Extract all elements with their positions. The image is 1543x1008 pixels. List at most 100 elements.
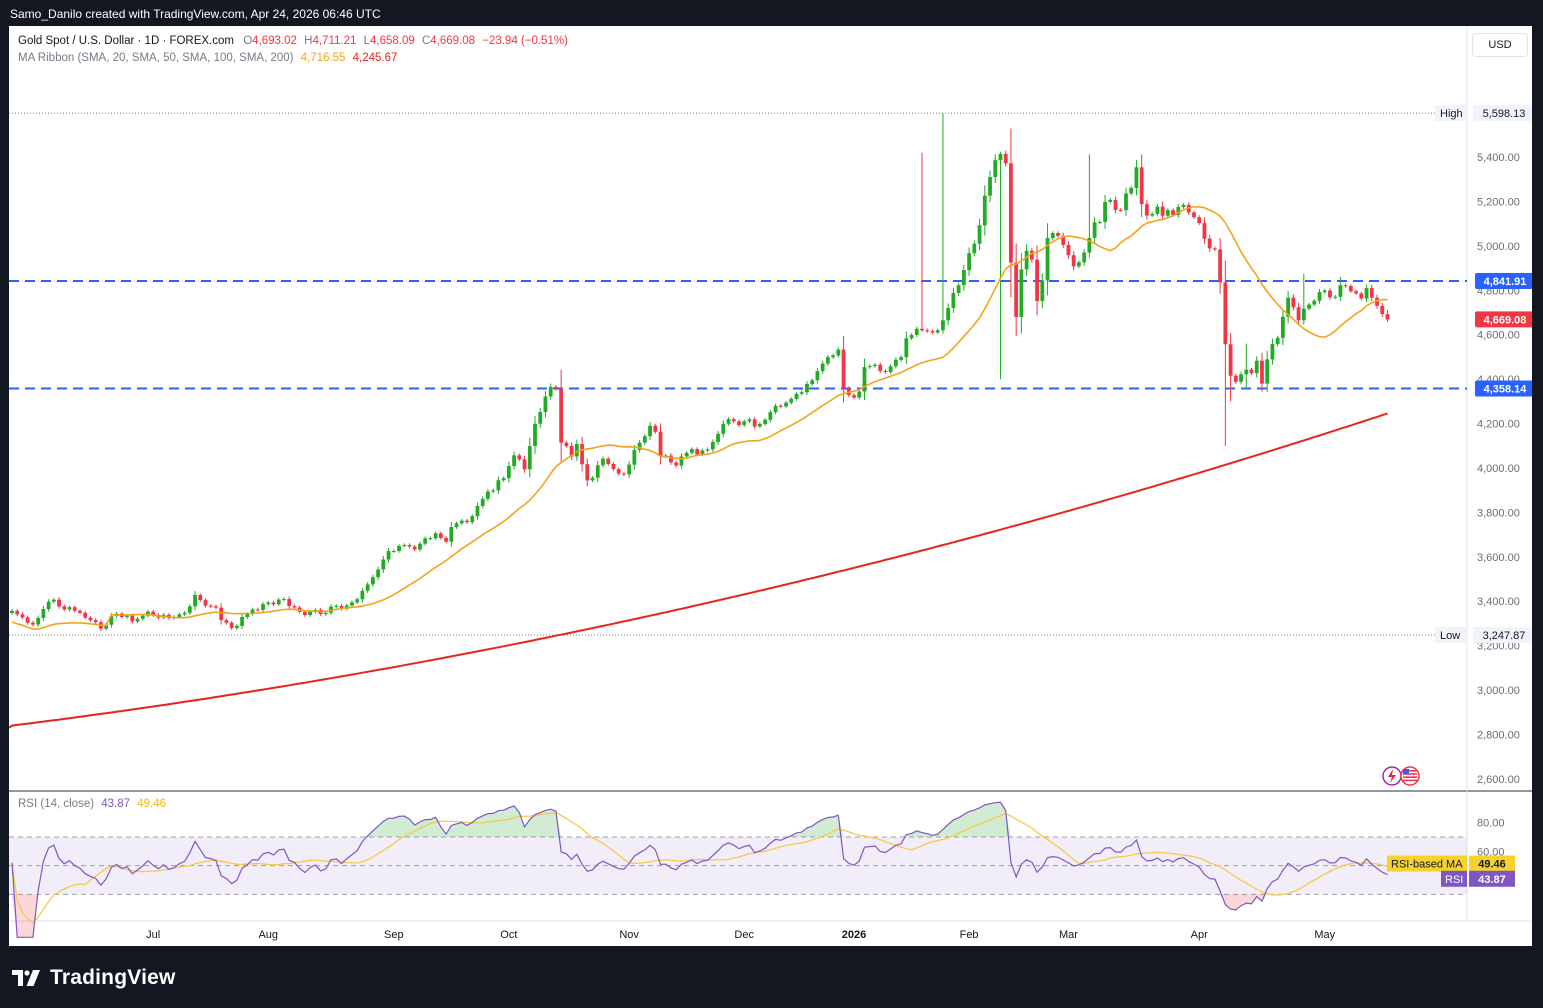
candle-body[interactable] [125,615,129,617]
candle-body[interactable] [1265,359,1270,384]
candle-body[interactable] [78,610,82,613]
candle-body[interactable] [857,391,862,398]
candle-body[interactable] [883,370,888,373]
candle-body[interactable] [710,441,715,450]
candle-body[interactable] [397,545,401,552]
candle-body[interactable] [1113,199,1118,210]
candle-body[interactable] [1197,217,1202,224]
candle-body[interactable] [799,392,804,394]
candle-body[interactable] [554,386,558,389]
candle-body[interactable] [1254,360,1259,374]
candle-body[interactable] [658,431,663,456]
candle-body[interactable] [1275,337,1280,345]
candle-body[interactable] [914,328,919,335]
candle-body[interactable] [1087,237,1092,253]
candle-body[interactable] [642,436,647,443]
candle-body[interactable] [465,520,469,523]
candle-body[interactable] [998,153,1003,161]
candle-body[interactable] [1071,255,1076,267]
candle-body[interactable] [690,449,694,453]
candle-body[interactable] [1280,316,1285,338]
candle-body[interactable] [616,469,621,474]
candle-body[interactable] [486,491,490,499]
candle-body[interactable] [245,613,250,617]
rsi-label[interactable]: RSI (14, close) [18,798,95,810]
candle-body[interactable] [977,225,982,244]
candle-body[interactable] [909,334,914,339]
candle-body[interactable] [15,610,20,615]
candle-body[interactable] [130,615,135,622]
candle-body[interactable] [72,607,77,611]
candle-body[interactable] [1364,288,1369,299]
candle-body[interactable] [1077,262,1081,267]
rsi-line[interactable] [11,801,1388,938]
candle-body[interactable] [1029,250,1034,260]
candle-body[interactable] [1056,233,1060,236]
candle-body[interactable] [1097,221,1102,223]
currency-button[interactable]: USD [1472,33,1528,57]
candle-body[interactable] [1228,344,1233,376]
candle-body[interactable] [83,612,88,618]
candle-body[interactable] [506,465,511,479]
candle-body[interactable] [1249,369,1254,374]
candle-body[interactable] [873,364,877,367]
candle-body[interactable] [1270,344,1275,360]
candle-body[interactable] [925,330,930,332]
candle-body[interactable] [501,478,506,481]
candle-body[interactable] [920,328,924,331]
candle-body[interactable] [109,616,114,625]
candle-body[interactable] [951,292,956,308]
candle-body[interactable] [1124,193,1128,211]
candle-body[interactable] [852,395,856,398]
candle-body[interactable] [491,490,496,492]
candle-body[interactable] [763,419,768,425]
candle-body[interactable] [1286,297,1291,317]
candle-body[interactable] [930,331,935,333]
candle-body[interactable] [203,600,208,606]
candle-body[interactable] [1307,304,1311,309]
candle-body[interactable] [569,445,574,457]
candle-body[interactable] [412,546,417,550]
candle-body[interactable] [836,349,841,356]
candle-body[interactable] [1348,286,1353,292]
candle-body[interactable] [1155,206,1160,214]
candle-body[interactable] [276,599,281,605]
candle-body[interactable] [1369,288,1374,298]
candle-body[interactable] [475,505,480,517]
candle-body[interactable] [365,584,370,591]
candle-body[interactable] [794,393,799,399]
sma-200-line[interactable] [9,412,1388,729]
candle-body[interactable] [224,620,229,623]
candle-body[interactable] [1050,233,1055,239]
candle-body[interactable] [1322,290,1327,293]
candle-body[interactable] [899,357,903,360]
candle-body[interactable] [533,423,537,446]
candle-body[interactable] [784,402,788,407]
candle-body[interactable] [1139,167,1144,205]
candle-body[interactable] [62,606,67,610]
candle-body[interactable] [454,523,459,528]
candle-body[interactable] [282,599,286,601]
candle-body[interactable] [731,419,736,422]
candle-body[interactable] [1103,201,1107,222]
candle-body[interactable] [214,606,218,608]
candle-body[interactable] [1213,248,1217,250]
candle-body[interactable] [700,450,705,455]
candle-body[interactable] [705,449,710,451]
candle-body[interactable] [611,463,616,470]
candle-body[interactable] [334,605,339,607]
candle-body[interactable] [941,320,945,331]
candle-body[interactable] [721,423,726,434]
candle-body[interactable] [480,498,485,506]
candle-body[interactable] [391,551,396,553]
candle-body[interactable] [1014,262,1019,317]
symbol-title[interactable]: Gold Spot / U.S. Dollar · 1D · FOREX.com [18,35,235,47]
candle-body[interactable] [831,355,836,358]
candle-body[interactable] [339,605,344,609]
candle-body[interactable] [512,455,516,466]
candle-body[interactable] [825,357,830,364]
candle-body[interactable] [1260,360,1264,384]
candle-body[interactable] [250,609,255,614]
candle-body[interactable] [198,595,203,601]
candle-body[interactable] [1317,292,1322,301]
